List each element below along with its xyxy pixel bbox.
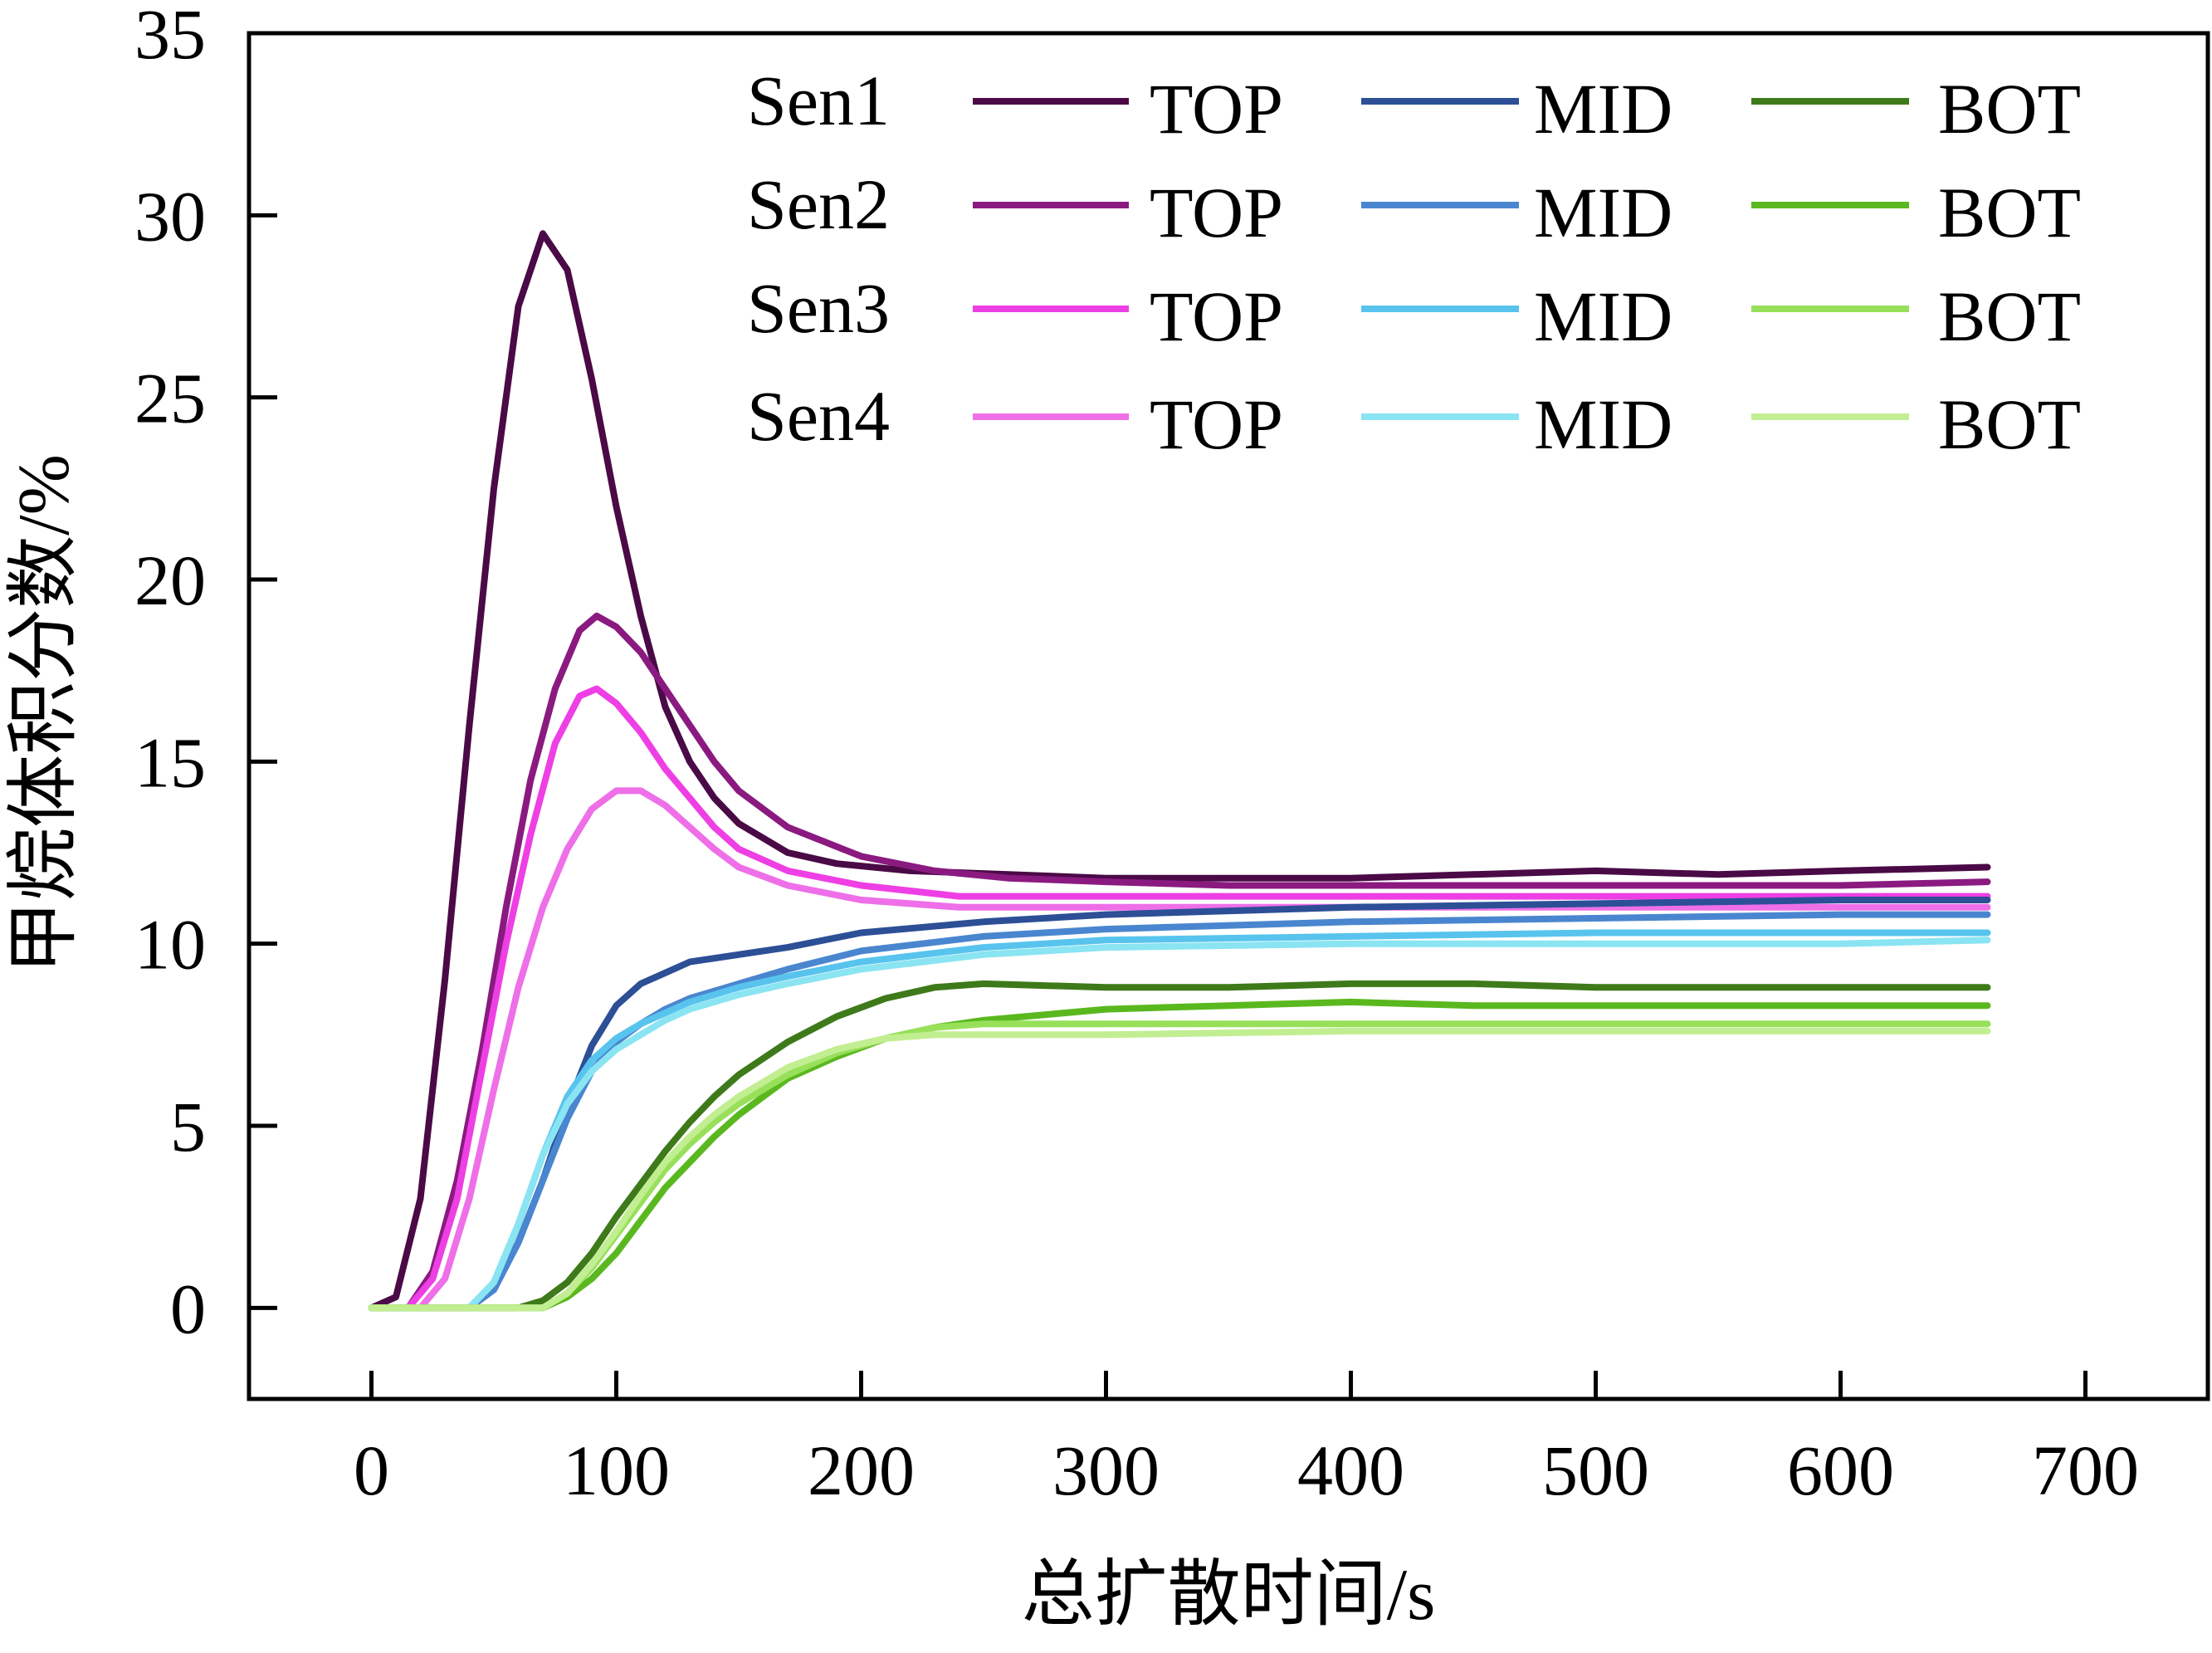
legend-entry-label: MID <box>1534 173 1672 252</box>
legend-entry-label: TOP <box>1150 276 1283 356</box>
x-tick-label: 0 <box>354 1430 389 1510</box>
y-tick-label: 20 <box>134 540 206 620</box>
x-tick-label: 700 <box>2032 1430 2139 1510</box>
legend-row-label: Sen2 <box>747 164 890 244</box>
y-tick-label: 5 <box>170 1087 206 1166</box>
y-tick-label: 35 <box>134 0 206 74</box>
series-line-sen4-top <box>368 787 1991 1312</box>
legend-entry-label: TOP <box>1150 384 1283 464</box>
y-tick-label: 30 <box>134 176 206 256</box>
legend-entry-label: TOP <box>1150 173 1283 252</box>
x-tick-label: 200 <box>808 1430 915 1510</box>
legend-row-label: Sen3 <box>747 268 890 348</box>
series-line-sen2-bot <box>368 998 1991 1312</box>
x-tick-label: 600 <box>1787 1430 1894 1510</box>
x-tick-label: 500 <box>1542 1430 1649 1510</box>
y-axis-label: 甲烷体积分数/% <box>4 454 85 974</box>
y-tick-label: 0 <box>170 1269 206 1348</box>
legend-entry-label: MID <box>1534 384 1672 464</box>
legend: Sen1 TOP MID BOT Sen2 TOP MID BOT Sen3 TOP MID BOT S… <box>747 61 2081 464</box>
series-line-sen4-mid <box>368 937 1991 1312</box>
x-axis-label: 总扩散时间/s <box>1022 1555 1436 1636</box>
legend-entry-label: BOT <box>1938 69 2081 149</box>
y-tick-label: 25 <box>134 359 206 438</box>
legend-entry-label: BOT <box>1938 173 2081 252</box>
series-line-sen4-bot <box>368 1027 1991 1312</box>
x-tick-label: 300 <box>1052 1430 1160 1510</box>
y-tick-label: 15 <box>134 722 206 802</box>
series-line-sen2-top <box>368 612 1991 1312</box>
series-line-sen1-mid <box>368 897 1991 1312</box>
x-tick-label: 400 <box>1297 1430 1404 1510</box>
data-lines <box>368 230 1991 1312</box>
x-tick-label: 100 <box>563 1430 670 1510</box>
y-tick-label: 10 <box>134 905 206 985</box>
legend-entry-label: MID <box>1534 276 1672 356</box>
series-line-sen2-mid <box>368 911 1991 1312</box>
axis-ticks: 0 100 200 300 400 500 600 700 0 5 10 15 20 25 30 35 <box>134 0 2139 1510</box>
legend-row-label: Sen1 <box>747 61 890 140</box>
plot-frame <box>247 31 2210 1401</box>
legend-entry-label: BOT <box>1938 384 2081 464</box>
series-line-sen1-bot <box>368 980 1991 1312</box>
legend-entry-label: BOT <box>1938 276 2081 356</box>
legend-entry-label: TOP <box>1150 69 1283 149</box>
series-line-sen3-bot <box>368 1020 1991 1312</box>
series-line-sen3-top <box>368 685 1991 1312</box>
series-line-sen1-top <box>368 230 1991 1312</box>
legend-row-label: Sen4 <box>747 376 890 456</box>
legend-entry-label: MID <box>1534 69 1672 149</box>
